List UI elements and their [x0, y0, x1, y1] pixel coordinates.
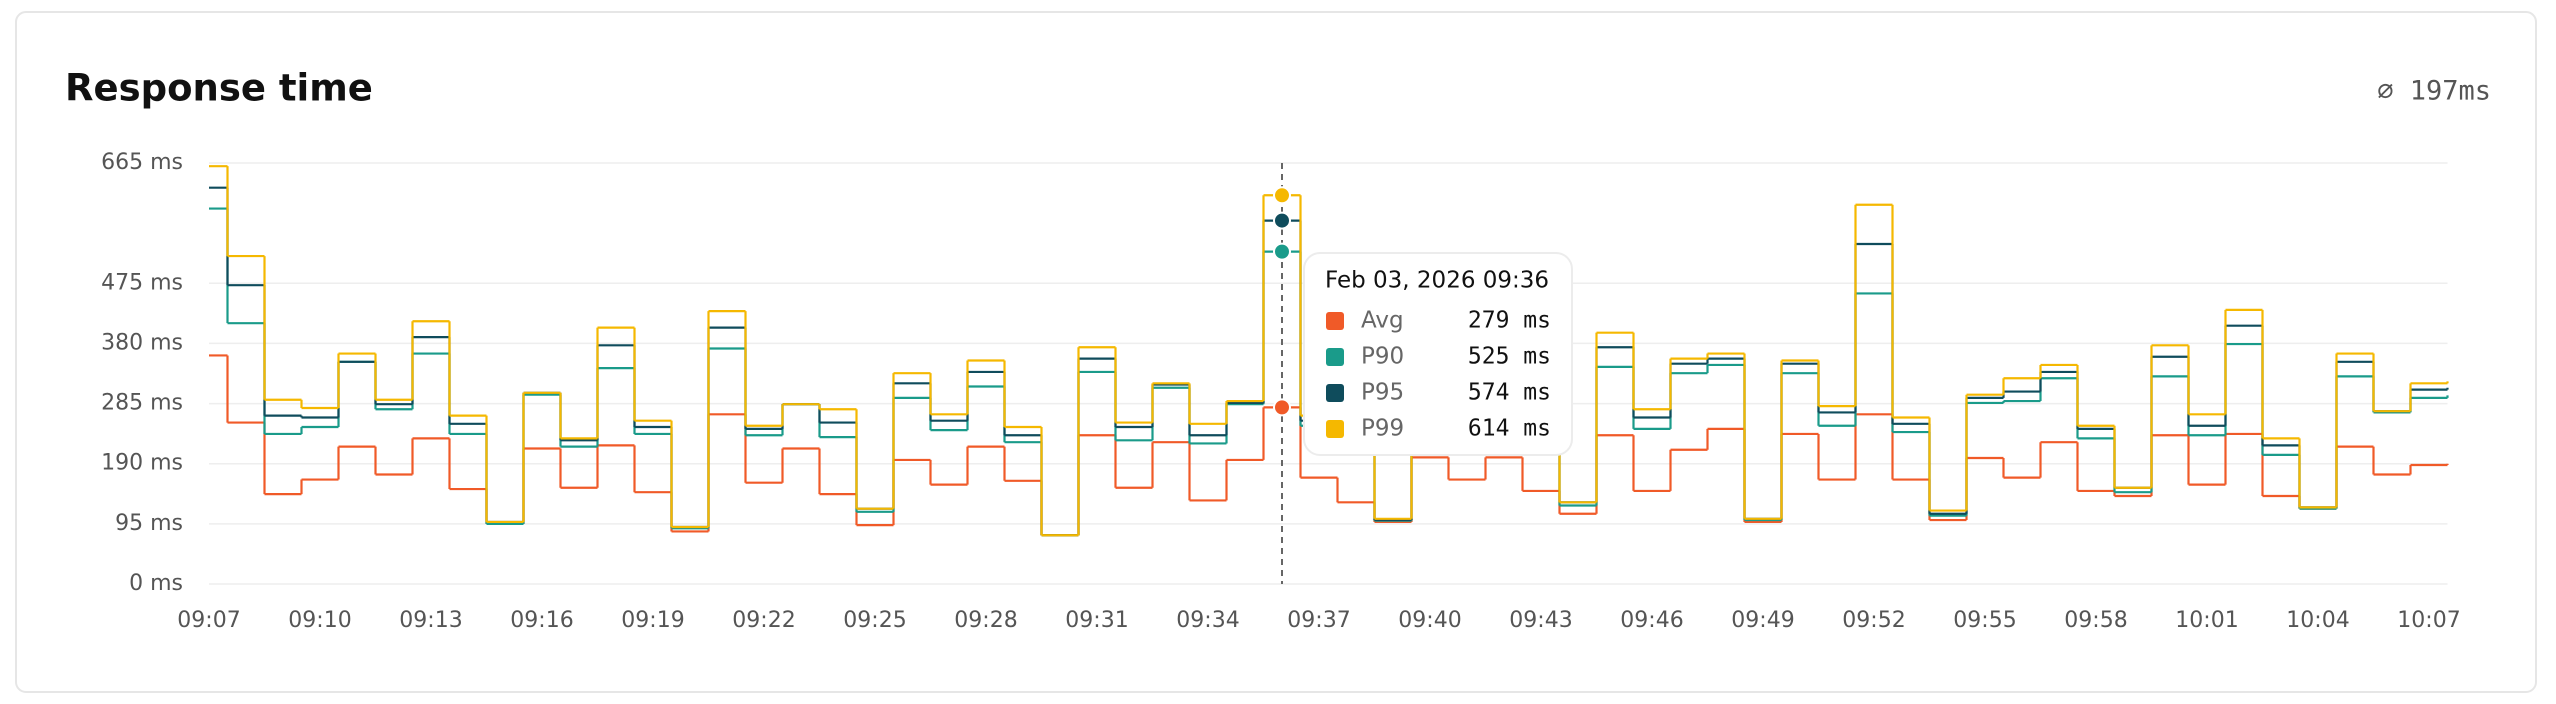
- tooltip-value: 525 ms: [1468, 344, 1551, 370]
- y-tick-label: 475 ms: [101, 270, 183, 295]
- x-tick-label: 09:46: [1620, 608, 1683, 633]
- hover-dot: [1273, 398, 1291, 417]
- y-tick-label: 285 ms: [101, 391, 183, 416]
- y-tick-label: 190 ms: [101, 451, 183, 476]
- x-tick-label: 09:55: [1953, 608, 2016, 633]
- x-tick-label: 09:40: [1398, 608, 1461, 633]
- tooltip-box: [1303, 252, 1573, 456]
- legend-name: Avg: [1361, 308, 1404, 334]
- tooltip-title: Feb 03, 2026 09:36: [1325, 268, 1549, 294]
- x-tick-label: 09:22: [732, 608, 795, 633]
- y-tick-label: 380 ms: [101, 330, 183, 355]
- x-tick-label: 09:10: [288, 608, 351, 633]
- x-tick-label: 09:13: [399, 608, 462, 633]
- average: ⌀ 197ms: [2377, 76, 2491, 107]
- x-tick-label: 09:37: [1287, 608, 1350, 633]
- tooltip: Feb 03, 2026 09:36 Avg 279 ms P90 525 ms P95 5…: [1303, 252, 1573, 456]
- chart-title: Response time: [65, 67, 373, 110]
- x-tick-label: 10:04: [2286, 608, 2349, 633]
- card-border: [15, 11, 2537, 693]
- y-tick-label: 95 ms: [115, 511, 183, 536]
- legend-name: P90: [1361, 344, 1404, 370]
- legend-swatch: [1326, 312, 1344, 330]
- tooltip-value: 614 ms: [1468, 416, 1551, 442]
- legend-swatch: [1326, 348, 1344, 366]
- x-tick-label: 09:43: [1509, 608, 1572, 633]
- x-tick-label: 09:28: [954, 608, 1017, 633]
- x-tick-label: 09:16: [510, 608, 573, 633]
- legend-name: P95: [1361, 380, 1404, 406]
- x-tick-label: 09:34: [1176, 608, 1239, 633]
- legend-swatch: [1326, 384, 1344, 402]
- legend-swatch: [1326, 420, 1344, 438]
- x-tick-label: 09:25: [843, 608, 906, 633]
- tooltip-value: 279 ms: [1468, 308, 1551, 334]
- x-tick-label: 10:01: [2175, 608, 2238, 633]
- y-tick-label: 0 ms: [129, 571, 183, 596]
- x-tick-label: 09:49: [1731, 608, 1794, 633]
- x-tick-label: 09:52: [1842, 608, 1905, 633]
- x-tick-label: 09:07: [177, 608, 240, 633]
- x-tick-label: 10:07: [2397, 608, 2460, 633]
- hover-dot: [1273, 186, 1291, 205]
- hover-dot: [1273, 242, 1291, 261]
- tooltip-value: 574 ms: [1468, 380, 1551, 406]
- x-tick-label: 09:19: [621, 608, 684, 633]
- hover-dot: [1273, 211, 1291, 230]
- x-tick-label: 09:58: [2064, 608, 2127, 633]
- x-tick-label: 09:31: [1065, 608, 1128, 633]
- y-tick-label: 665 ms: [101, 150, 183, 175]
- legend-name: P99: [1361, 416, 1404, 442]
